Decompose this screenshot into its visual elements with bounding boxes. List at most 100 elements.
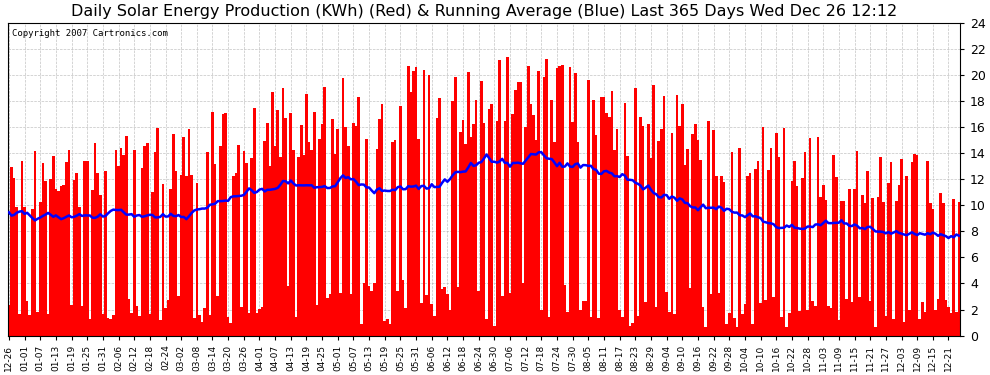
Bar [311,150,313,336]
Bar [196,183,198,336]
Bar [613,150,616,336]
Bar [423,70,425,336]
Bar [783,128,785,336]
Bar [81,306,83,336]
Bar [284,118,287,336]
Bar [691,134,694,336]
Bar [324,87,326,336]
Bar [814,306,817,336]
Bar [326,298,329,336]
Bar [243,152,246,336]
Bar [308,142,311,336]
Bar [365,140,367,336]
Bar [485,319,488,336]
Bar [712,130,715,336]
Bar [850,302,853,336]
Bar [407,66,410,336]
Bar [412,71,415,336]
Bar [153,152,156,336]
Bar [144,146,146,336]
Bar [605,113,608,336]
Bar [469,136,472,336]
Bar [634,88,637,336]
Bar [59,186,62,336]
Bar [8,305,10,336]
Bar [225,113,227,336]
Bar [566,312,568,336]
Bar [107,318,110,336]
Bar [767,170,769,336]
Bar [611,92,613,336]
Bar [31,209,34,336]
Bar [182,136,185,336]
Bar [112,315,115,336]
Bar [453,77,456,336]
Bar [845,298,848,336]
Bar [665,291,668,336]
Bar [838,321,841,336]
Bar [637,316,640,336]
Bar [775,133,777,336]
Bar [817,137,820,336]
Bar [431,304,433,336]
Bar [238,145,240,336]
Bar [715,176,718,336]
Bar [26,301,29,336]
Bar [352,123,354,336]
Bar [211,112,214,336]
Bar [52,156,54,336]
Bar [151,192,153,336]
Bar [263,141,266,336]
Bar [266,123,268,336]
Bar [441,289,444,336]
Bar [543,76,545,336]
Bar [571,122,574,336]
Bar [295,316,297,336]
Bar [67,150,70,336]
Bar [133,150,136,336]
Bar [340,293,342,336]
Bar [125,136,128,336]
Bar [916,154,919,336]
Bar [751,324,754,336]
Bar [161,184,164,336]
Bar [649,158,652,336]
Bar [957,202,960,336]
Bar [446,294,448,336]
Bar [530,104,533,336]
Bar [428,75,431,336]
Bar [756,160,759,336]
Bar [480,81,482,336]
Bar [791,181,793,336]
Bar [139,316,141,336]
Bar [941,203,944,336]
Bar [525,126,527,336]
Bar [777,158,780,336]
Bar [798,311,801,336]
Bar [83,161,86,336]
Bar [741,314,743,336]
Bar [595,135,597,336]
Bar [16,207,18,336]
Bar [929,203,932,336]
Bar [45,180,47,336]
Bar [527,66,530,336]
Bar [676,95,678,336]
Bar [720,176,723,336]
Bar [736,327,739,336]
Bar [131,312,133,336]
Bar [164,308,167,336]
Bar [519,82,522,336]
Bar [764,300,767,336]
Bar [694,124,697,336]
Bar [949,313,952,336]
Bar [927,161,929,336]
Bar [78,207,81,336]
Bar [689,288,691,336]
Bar [128,299,131,336]
Bar [349,294,352,336]
Bar [394,140,396,336]
Bar [357,97,360,336]
Bar [354,126,357,336]
Bar [214,164,217,336]
